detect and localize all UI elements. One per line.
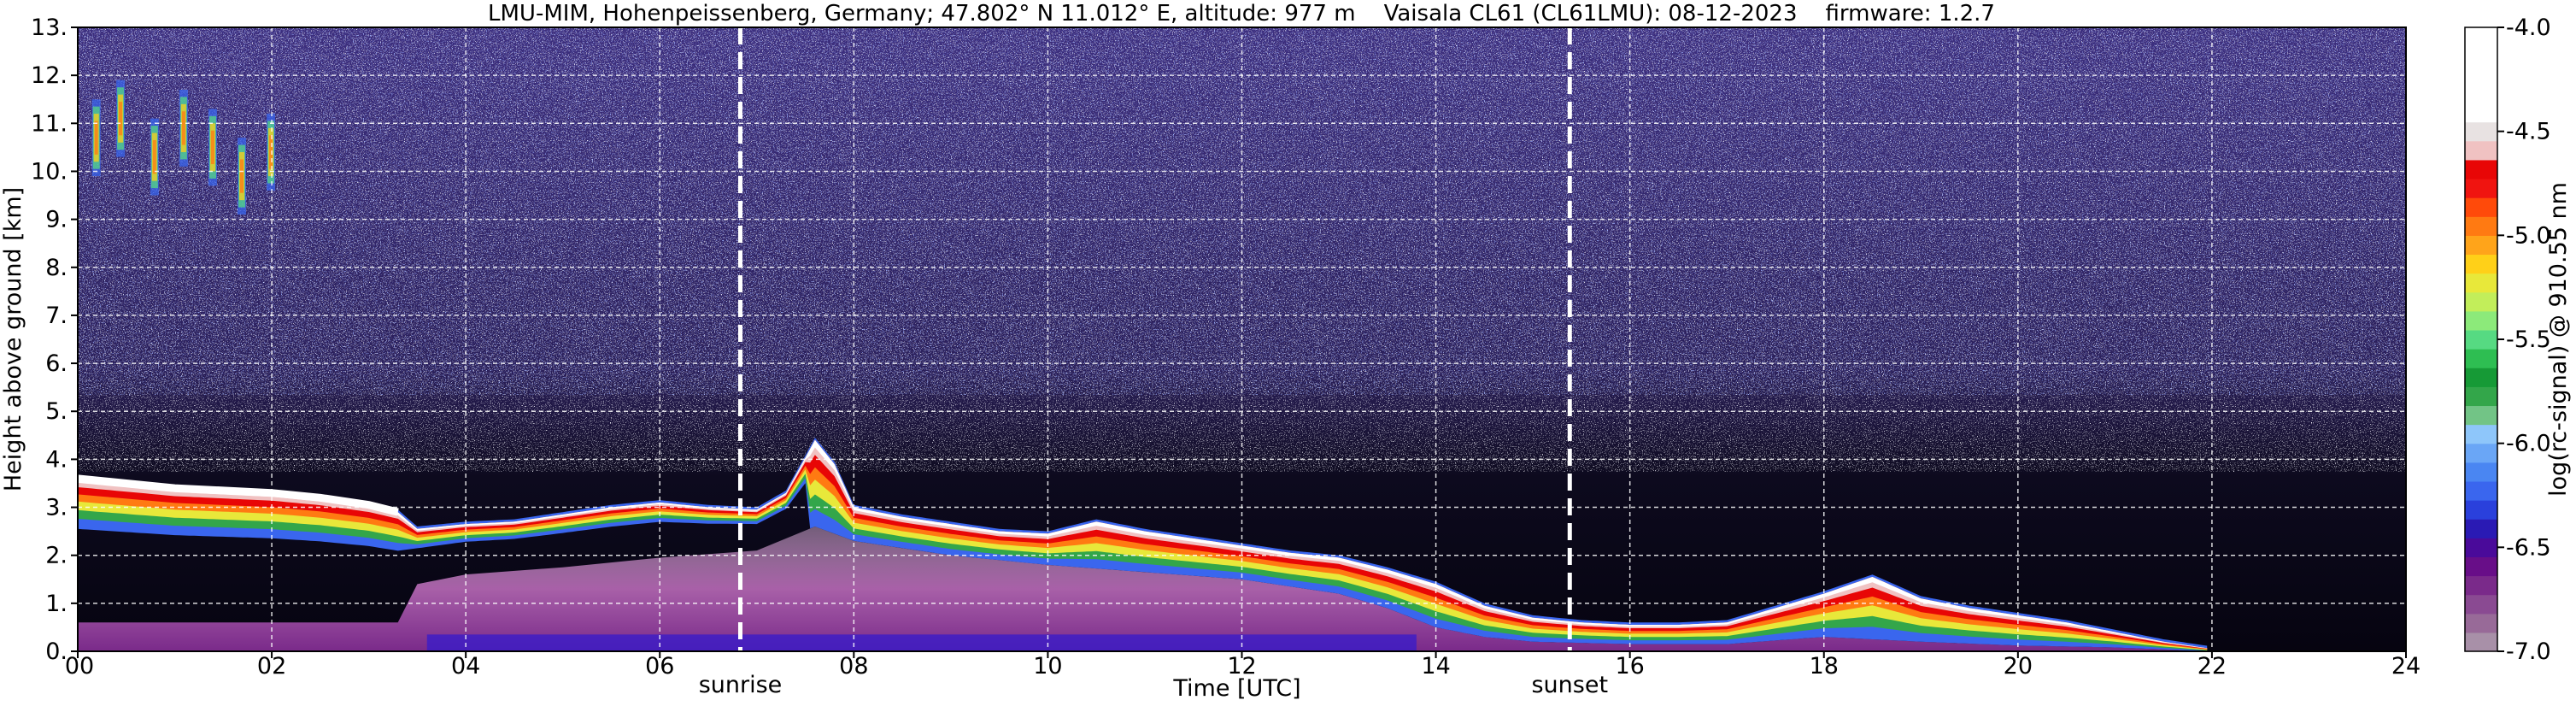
colorbar-segment (2465, 310, 2497, 331)
sunset-label: sunset (1531, 672, 1608, 698)
colorbar-segment (2465, 613, 2497, 633)
y-tick-label: 3. (45, 495, 67, 521)
x-tick-label: 18 (1810, 653, 1839, 680)
colorbar-segment (2465, 65, 2497, 85)
colorbar-tick-label: -4.0 (2506, 15, 2551, 41)
signal-band (78, 439, 2208, 650)
colorbar-segment (2465, 254, 2497, 274)
y-tick-label: 9. (45, 207, 67, 233)
colorbar-segment (2465, 140, 2497, 161)
colorbar-segment (2465, 329, 2497, 350)
colorbar-segment (2465, 235, 2497, 256)
y-tick-label: 2. (45, 543, 67, 569)
cloud-streak (152, 139, 156, 174)
colorbar-label: log(rc-signal) @ 910.55 nm (2545, 182, 2572, 497)
y-axis: 0. 1. 2. 3. 4. 5. 6. 7. 8. 9. 10. 11. 12. 13. (31, 15, 78, 665)
x-tick-label: 00 (65, 653, 94, 680)
colorbar-segment (2465, 216, 2497, 236)
colorbar-segment (2465, 443, 2497, 463)
x-tick-label: 02 (257, 653, 286, 680)
colorbar-segment (2465, 46, 2497, 66)
grid (78, 27, 2406, 651)
colorbar-segment (2465, 291, 2497, 312)
colorbar-segment (2465, 538, 2497, 557)
colorbar-segment (2465, 556, 2497, 577)
cloud-streak (240, 159, 244, 193)
colorbar-segment (2465, 500, 2497, 520)
x-tick-label: 14 (1421, 653, 1450, 680)
cloud-streak (181, 111, 185, 145)
sunrise-label: sunrise (699, 672, 783, 698)
x-tick-label: 24 (2391, 653, 2421, 680)
colorbar-tick-label: -6.0 (2506, 431, 2551, 457)
colorbar-segment (2465, 368, 2497, 387)
x-tick-label: 22 (2198, 653, 2227, 680)
colorbar-tick-label: -4.5 (2506, 119, 2551, 145)
y-tick-label: 10. (31, 158, 67, 185)
y-tick-label: 5. (45, 398, 67, 425)
ground-haze (78, 527, 2212, 651)
colorbar-segment (2465, 273, 2497, 293)
colorbar-segment (2465, 405, 2497, 426)
y-tick-label: 1. (45, 591, 67, 617)
x-tick-label: 10 (1033, 653, 1062, 680)
colorbar-segment (2465, 480, 2497, 501)
colorbar-segment (2465, 462, 2497, 482)
x-tick-label: 06 (645, 653, 674, 680)
y-tick-label: 13. (31, 15, 67, 41)
colorbar-segment (2465, 159, 2497, 179)
noise-speckle-blue (78, 27, 2406, 395)
colorbar-segment (2465, 84, 2497, 104)
colorbar-segment (2465, 121, 2497, 142)
colorbar-tick-label: -5.5 (2506, 327, 2551, 353)
colorbar-segment (2465, 197, 2497, 217)
y-tick-label: 8. (45, 255, 67, 281)
y-axis-label: Height above ground [km] (0, 187, 26, 491)
x-axis-label: Time [UTC] (1172, 675, 1300, 702)
chart-title: LMU-MIM, Hohenpeissenberg, Germany; 47.8… (488, 1, 1995, 26)
cloud-streak (210, 130, 214, 165)
y-tick-label: 4. (45, 446, 67, 473)
colorbar-segment (2465, 178, 2497, 198)
colorbar-segment (2465, 632, 2497, 652)
colorbar-segment (2465, 386, 2497, 407)
cloud-streak (119, 102, 123, 136)
surface-layer (426, 634, 1417, 651)
colorbar-segment (2465, 424, 2497, 444)
colorbar-tick-label: -5.0 (2506, 222, 2551, 249)
x-tick-label: 04 (451, 653, 480, 680)
colorbar-tick-label: -7.0 (2506, 638, 2551, 665)
y-tick-label: 0. (45, 638, 67, 665)
colorbar-segment (2465, 519, 2497, 538)
cloud-streak (269, 135, 273, 169)
colorbar-segment (2465, 349, 2497, 368)
signal-layers (78, 79, 2212, 651)
y-tick-label: 6. (45, 350, 67, 377)
x-axis: 00 02 04 06 08 10 12 14 16 18 20 22 24 (65, 651, 2421, 680)
residual-layer (78, 474, 399, 516)
y-tick-label: 12. (31, 62, 67, 89)
x-tick-label: 20 (2004, 653, 2033, 680)
colorbar-segment (2465, 103, 2497, 123)
colorbar-segment (2465, 594, 2497, 615)
colorbar: -4.0 -4.5 -5.0 -5.5 -6.0 -6.5 -7.0 (2464, 15, 2551, 665)
x-tick-label: 08 (839, 653, 868, 680)
y-tick-label: 7. (45, 303, 67, 329)
event-markers: sunrise sunset (699, 27, 1608, 698)
x-tick-label: 16 (1615, 653, 1644, 680)
x-tick-label: 12 (1227, 653, 1256, 680)
y-tick-label: 11. (31, 110, 67, 137)
colorbar-segment (2465, 27, 2497, 47)
cloud-streak (94, 121, 98, 155)
colorbar-tick-label: -6.5 (2506, 534, 2551, 561)
colorbar-segment (2465, 575, 2497, 596)
